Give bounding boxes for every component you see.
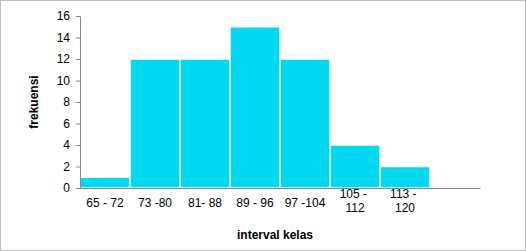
bar	[280, 59, 330, 188]
x-tick: 65 - 72	[86, 188, 124, 210]
y-tick-mark	[76, 38, 80, 39]
y-tick-label: 10	[57, 74, 71, 88]
y-tick-label: 12	[57, 52, 71, 66]
chart-frame	[1, 1, 526, 251]
x-tick-label: 89 - 96	[236, 196, 274, 210]
x-tick: 105 - 112	[340, 187, 371, 215]
bar	[80, 177, 130, 188]
x-axis-title: interval kelas	[237, 228, 313, 242]
y-tick-mark	[76, 145, 80, 146]
y-tick-mark	[76, 124, 80, 125]
x-tick: 81- 88	[188, 188, 222, 210]
y-tick: 8	[63, 95, 80, 109]
plot: 0 2 4 6 8 10 12 14 16 65 - 72 73 -80 81- 88 89 - 96 9…	[57, 9, 481, 214]
y-tick: 12	[57, 52, 80, 66]
y-tick-label: 4	[63, 138, 70, 152]
y-tick-label: 6	[63, 117, 70, 131]
x-tick: 89 - 96	[236, 188, 274, 210]
y-tick-mark	[76, 59, 80, 60]
bar	[230, 27, 280, 188]
y-tick-mark	[76, 16, 80, 17]
y-tick: 16	[57, 9, 80, 23]
x-axis-line	[81, 188, 481, 189]
x-tick-label: 105 - 112	[340, 187, 371, 215]
y-tick: 0	[63, 181, 80, 195]
y-tick: 4	[63, 138, 80, 152]
y-tick-mark	[76, 167, 80, 168]
y-tick-label: 16	[57, 9, 71, 23]
x-tick: 73 -80	[138, 188, 172, 210]
bar	[180, 59, 230, 188]
y-tick-label: 2	[63, 160, 70, 174]
bar	[330, 145, 380, 188]
y-axis: 0 2 4 6 8 10 12 14 16	[57, 9, 81, 195]
x-tick: 113 - 120	[390, 187, 420, 215]
y-tick: 6	[63, 117, 80, 131]
y-tick-mark	[76, 81, 80, 82]
x-tick-label: 65 - 72	[86, 196, 124, 210]
y-tick-mark	[76, 102, 80, 103]
x-tick-label: 73 -80	[138, 196, 172, 210]
y-tick-label: 14	[57, 31, 71, 45]
y-tick-label: 0	[63, 181, 70, 195]
y-tick: 10	[57, 74, 80, 88]
bars	[80, 27, 430, 188]
y-axis-line	[76, 17, 81, 189]
x-axis: 65 - 72 73 -80 81- 88 89 - 96 97 -104 105 - 1…	[81, 187, 481, 215]
x-tick: 97 -104	[285, 188, 326, 210]
y-tick: 14	[57, 31, 80, 45]
x-tick-label: 97 -104	[285, 196, 326, 210]
chart: 0 2 4 6 8 10 12 14 16 65 - 72 73 -80 81- 88 89 - 96 9…	[0, 0, 526, 251]
y-tick: 2	[63, 160, 80, 174]
x-tick-label: 113 - 120	[390, 187, 420, 215]
bar	[130, 59, 180, 188]
y-axis-title: frekuensi	[27, 75, 41, 128]
bar	[380, 167, 430, 189]
y-tick-label: 8	[63, 95, 70, 109]
y-tick-mark	[76, 188, 80, 189]
x-tick-label: 81- 88	[188, 196, 222, 210]
